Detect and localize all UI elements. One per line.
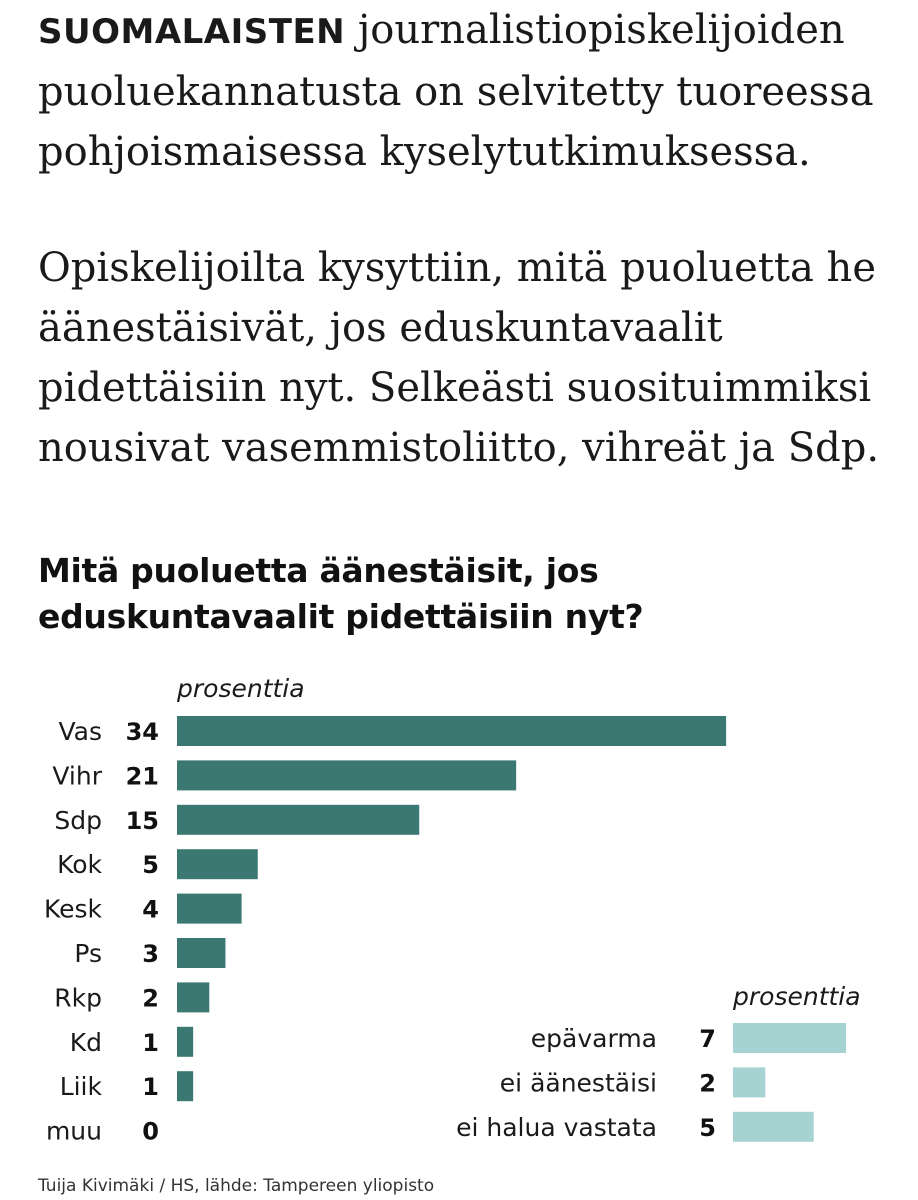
party-bar	[177, 893, 242, 924]
party-bar	[177, 938, 226, 968]
response-label: epävarma	[531, 1024, 657, 1053]
intro-paragraph-1: SUOMALAISTEN journalistiopiskelijoiden p…	[38, 0, 898, 182]
party-label: Rkp	[54, 983, 102, 1012]
party-value: 34	[126, 718, 159, 746]
party-value: 5	[142, 851, 159, 879]
party-label: Ps	[74, 939, 102, 968]
party-value: 1	[142, 1073, 159, 1101]
party-label: Vas	[58, 717, 102, 746]
response-label: ei halua vastata	[456, 1113, 657, 1142]
main-unit-label: prosenttia	[176, 674, 305, 703]
intro-paragraph-1-text: journalistiopiskelijoiden puoluekannatus…	[38, 7, 874, 175]
intro-lead-word: SUOMALAISTEN	[38, 12, 346, 52]
party-bar	[177, 849, 258, 880]
party-label: Kesk	[44, 895, 103, 924]
party-value: 21	[126, 762, 159, 790]
party-value: 1	[142, 1029, 159, 1057]
source-credit: Tuija Kivimäki / HS, lähde: Tampereen yl…	[38, 1176, 435, 1196]
party-bar	[177, 1026, 194, 1057]
chart-title: Mitä puoluetta äänestäisit, jos eduskunt…	[38, 551, 644, 636]
party-value: 0	[142, 1118, 159, 1146]
party-bar	[177, 982, 210, 1013]
party-bar	[177, 1071, 194, 1102]
party-label: Vihr	[52, 761, 102, 790]
party-bar	[177, 804, 420, 835]
party-value: 3	[142, 940, 159, 968]
party-value: 15	[126, 807, 159, 835]
party-value: 2	[142, 984, 159, 1012]
party-label: Kd	[70, 1028, 102, 1057]
intro-text: SUOMALAISTEN journalistiopiskelijoiden p…	[38, 0, 898, 478]
secondary-unit-label: prosenttia	[732, 982, 861, 1011]
party-label: Liik	[60, 1072, 103, 1101]
intro-paragraph-2: Opiskelijoilta kysyttiin, mitä puoluetta…	[38, 245, 880, 471]
party-bar	[177, 760, 517, 791]
response-value: 2	[699, 1069, 716, 1097]
party-bar	[177, 716, 727, 746]
response-bar	[733, 1111, 814, 1142]
response-bar	[733, 1067, 766, 1098]
party-label: Kok	[57, 850, 102, 879]
response-value: 5	[699, 1114, 716, 1142]
response-value: 7	[699, 1025, 716, 1053]
response-bar	[733, 1023, 847, 1053]
party-label: Sdp	[54, 806, 102, 835]
response-label: ei äänestäisi	[500, 1068, 657, 1097]
party-value: 4	[142, 896, 159, 924]
party-label: muu	[46, 1117, 102, 1146]
